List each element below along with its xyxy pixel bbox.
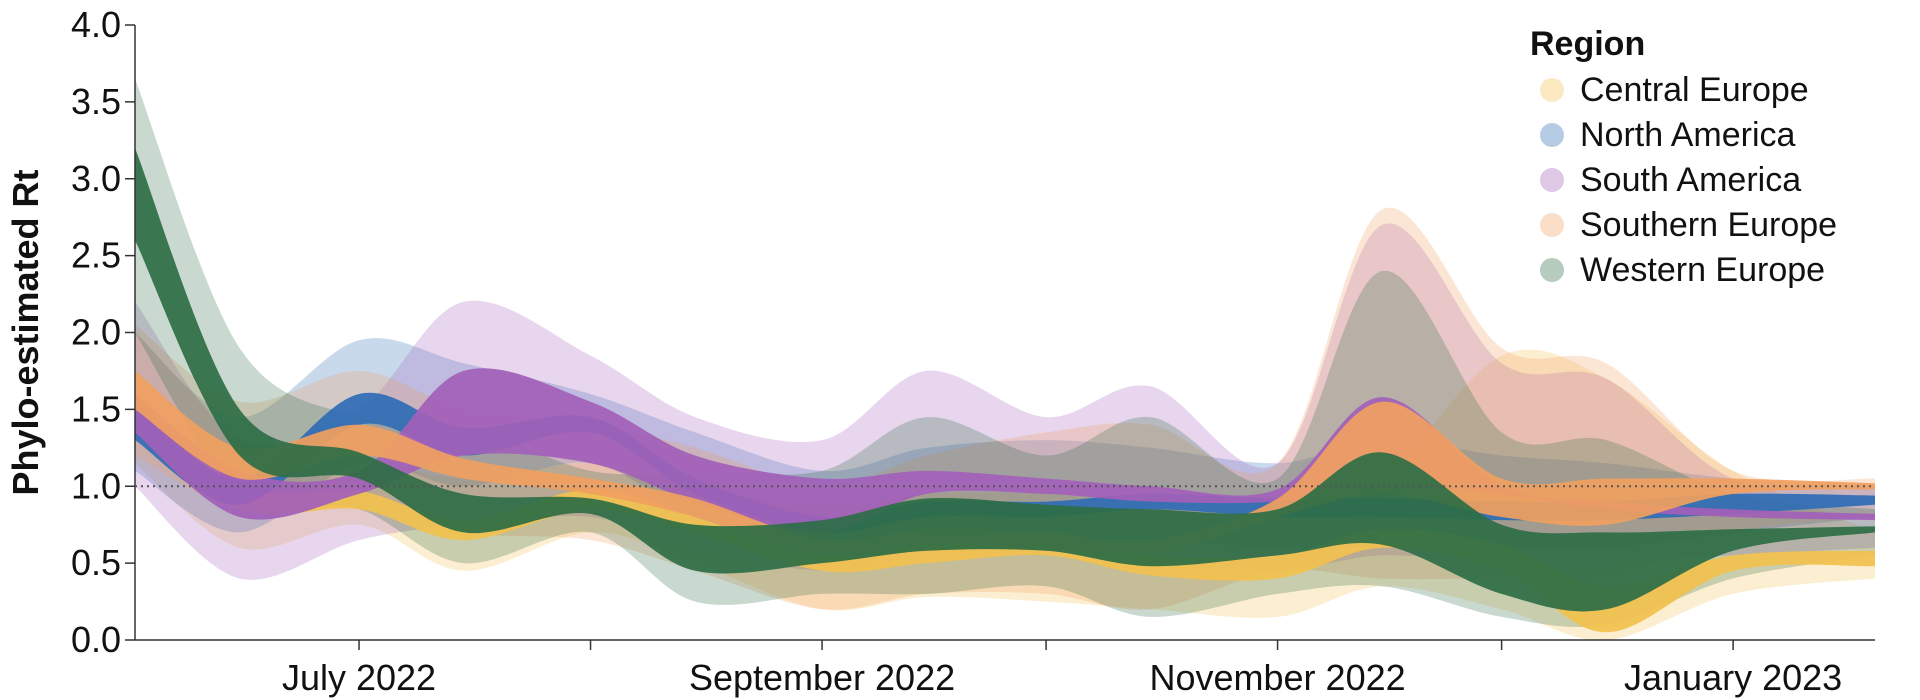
legend-swatch-central-europe [1540,78,1564,102]
legend-label-central-europe: Central Europe [1580,71,1809,109]
y-tick-label: 3.0 [71,158,121,199]
band-inner-western-europe [135,148,1875,612]
legend-label-western-europe: Western Europe [1580,251,1825,289]
x-tick-label: January 2023 [1624,657,1842,698]
bands-layer [135,78,1875,641]
y-tick-label: 0.0 [71,619,121,660]
band-inner-southern-europe [135,370,1875,557]
x-tick-label: July 2022 [282,657,436,698]
x-tick-label: September 2022 [689,657,955,698]
y-axis-title: Phylo-estimated Rt [5,169,46,495]
y-tick-label: 1.5 [71,388,121,429]
legend-swatch-north-america [1540,123,1564,147]
y-tick-label: 2.0 [71,312,121,353]
legend-swatch-western-europe [1540,258,1564,282]
y-tick-label: 2.5 [71,235,121,276]
y-tick-label: 4.0 [71,4,121,45]
y-tick-label: 3.5 [71,81,121,122]
legend-swatch-south-america [1540,168,1564,192]
legend-label-north-america: North America [1580,116,1795,154]
legend-label-south-america: South America [1580,161,1801,199]
legend-title: Region [1530,25,1645,63]
y-ticks: 0.0 0.5 1.0 1.5 2.0 2.5 3.0 3.5 4.0 [71,4,135,660]
band-inner-south-america [135,368,1875,533]
legend: Region Central Europe North America South … [1530,25,1837,289]
y-tick-label: 1.0 [71,465,121,506]
y-tick-label: 0.5 [71,542,121,583]
legend-swatch-southern-europe [1540,213,1564,237]
legend-label-southern-europe: Southern Europe [1580,206,1837,244]
x-ticks: July 2022 September 2022 November 2022 Janu… [282,640,1842,698]
x-tick-label: November 2022 [1149,657,1405,698]
